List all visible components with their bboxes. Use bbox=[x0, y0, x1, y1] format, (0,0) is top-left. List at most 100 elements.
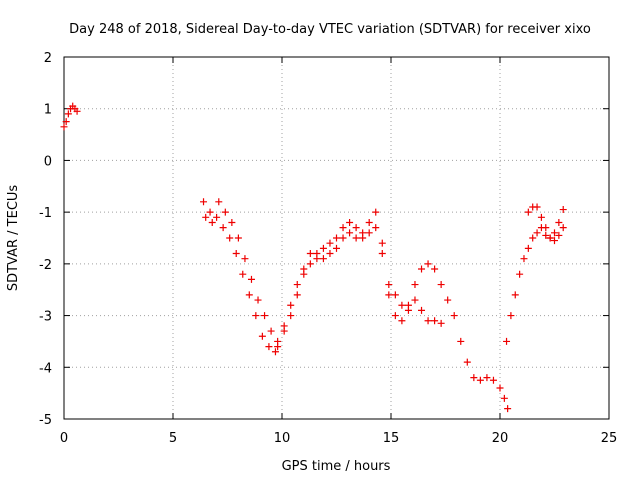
data-point bbox=[232, 250, 240, 258]
data-point bbox=[537, 213, 545, 221]
axis-ticks bbox=[63, 56, 610, 420]
x-tick-label: 10 bbox=[274, 431, 291, 446]
data-point bbox=[463, 358, 471, 366]
data-point bbox=[300, 270, 308, 278]
data-point bbox=[500, 394, 508, 402]
data-point bbox=[524, 244, 532, 252]
x-tick-label: 0 bbox=[60, 431, 68, 446]
data-point bbox=[489, 376, 497, 384]
data-point bbox=[346, 229, 354, 237]
y-tick-label: -4 bbox=[39, 361, 52, 376]
data-point bbox=[483, 374, 491, 382]
data-point bbox=[239, 270, 247, 278]
data-point bbox=[226, 234, 234, 242]
data-point bbox=[326, 250, 334, 258]
data-point bbox=[346, 218, 354, 226]
data-point bbox=[306, 250, 314, 258]
x-axis-label: GPS time / hours bbox=[282, 459, 391, 474]
data-point bbox=[555, 231, 563, 239]
x-tick-label: 15 bbox=[383, 431, 400, 446]
data-point bbox=[254, 296, 262, 304]
chart-title: Day 248 of 2018, Sidereal Day-to-day VTE… bbox=[69, 22, 591, 37]
data-point bbox=[219, 224, 227, 232]
y-axis-label: SDTVAR / TECUs bbox=[6, 185, 21, 292]
data-point bbox=[372, 224, 380, 232]
data-point bbox=[252, 312, 260, 320]
data-point bbox=[496, 384, 504, 392]
y-tick-label: -5 bbox=[39, 413, 52, 428]
data-point bbox=[258, 332, 266, 340]
series-main-track bbox=[200, 198, 512, 413]
data-point bbox=[404, 306, 412, 314]
y-tick-label: -2 bbox=[39, 258, 52, 273]
data-point bbox=[339, 224, 347, 232]
data-point bbox=[542, 231, 550, 239]
x-tick-labels: 0 5 10 15 20 25 bbox=[60, 431, 617, 446]
y-tick-label: 2 bbox=[44, 51, 52, 66]
data-point bbox=[213, 213, 221, 221]
data-point bbox=[504, 405, 512, 413]
data-point bbox=[542, 224, 550, 232]
data-point bbox=[274, 337, 282, 345]
data-point bbox=[265, 343, 273, 351]
series-secondary-track bbox=[202, 198, 445, 345]
data-point bbox=[551, 237, 558, 245]
y-tick-label: 1 bbox=[44, 103, 52, 118]
data-point bbox=[313, 255, 321, 263]
data-point bbox=[247, 275, 255, 283]
data-points bbox=[60, 102, 567, 413]
data-point bbox=[520, 255, 528, 263]
series-late-segment bbox=[503, 206, 567, 345]
data-point bbox=[555, 218, 563, 226]
data-point bbox=[326, 239, 334, 247]
data-point bbox=[319, 255, 327, 263]
data-point bbox=[411, 296, 419, 304]
data-point bbox=[215, 198, 223, 206]
data-point bbox=[228, 218, 236, 226]
data-point bbox=[64, 110, 72, 118]
data-point bbox=[418, 265, 426, 273]
data-point bbox=[306, 260, 314, 268]
data-point bbox=[559, 206, 567, 214]
data-point bbox=[398, 317, 406, 325]
x-tick-label: 25 bbox=[601, 431, 618, 446]
data-point bbox=[424, 317, 432, 325]
data-point bbox=[73, 107, 81, 115]
data-point bbox=[398, 301, 406, 309]
data-point bbox=[391, 291, 399, 299]
data-point bbox=[378, 250, 386, 258]
data-point bbox=[529, 234, 537, 242]
data-point bbox=[221, 208, 229, 216]
data-point bbox=[293, 281, 301, 289]
data-point bbox=[516, 270, 524, 278]
data-point bbox=[385, 281, 393, 289]
data-point bbox=[470, 374, 478, 382]
data-point bbox=[411, 281, 419, 289]
data-point bbox=[507, 312, 515, 320]
data-point bbox=[524, 208, 532, 216]
data-point bbox=[234, 234, 242, 242]
data-point bbox=[200, 198, 208, 206]
data-point bbox=[457, 337, 465, 345]
data-point bbox=[378, 239, 386, 247]
data-point bbox=[511, 291, 519, 299]
data-point bbox=[333, 234, 340, 242]
data-point bbox=[559, 224, 567, 232]
plot-frame bbox=[63, 56, 610, 420]
y-tick-label: -3 bbox=[39, 310, 52, 325]
data-point bbox=[245, 291, 253, 299]
data-point bbox=[352, 234, 360, 242]
data-point bbox=[385, 291, 393, 299]
data-point bbox=[476, 376, 484, 384]
data-point bbox=[267, 327, 275, 335]
data-point bbox=[424, 260, 432, 268]
data-point bbox=[546, 234, 554, 242]
data-point bbox=[271, 348, 279, 356]
data-point bbox=[62, 118, 70, 126]
series-late-upper bbox=[524, 203, 567, 245]
data-point bbox=[287, 312, 295, 320]
data-point bbox=[287, 301, 295, 309]
data-point bbox=[372, 208, 380, 216]
data-point bbox=[551, 229, 558, 237]
